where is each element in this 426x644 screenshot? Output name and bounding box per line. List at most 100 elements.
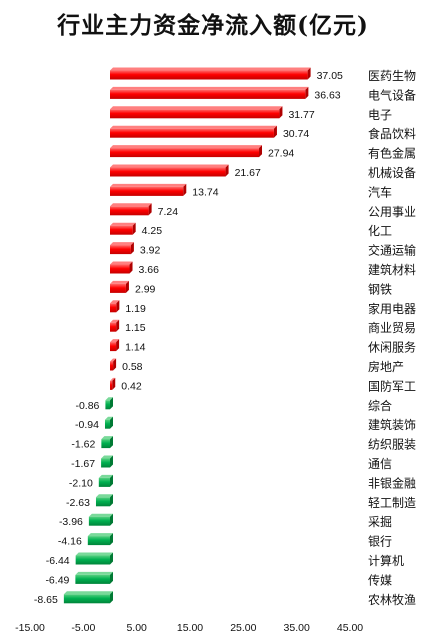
bar-end-face: [110, 533, 113, 546]
x-tick-label: -5.00: [71, 622, 95, 634]
bar-24: [88, 513, 113, 526]
bar-end-face: [307, 67, 311, 80]
bar-28: [63, 591, 113, 604]
chart-title: 行业主力资金净流入额(亿元): [57, 12, 369, 39]
value-label: 1.15: [125, 322, 146, 334]
category-label: 银行: [368, 535, 392, 549]
bar-front-face: [110, 89, 306, 99]
category-label: 家用电器: [368, 301, 416, 316]
bar-3: [110, 106, 283, 119]
bar-15: [110, 339, 120, 352]
x-tick-label: 35.00: [284, 622, 310, 634]
bar-end-face: [225, 164, 229, 177]
bar-21: [101, 455, 113, 468]
category-label: 医药生物: [368, 69, 416, 83]
bar-top-face: [110, 242, 134, 246]
value-label: -6.49: [45, 574, 69, 586]
category-label: 国防军工: [368, 378, 416, 393]
bar-top-face: [110, 222, 136, 226]
bar-end-face: [116, 339, 120, 352]
bar-top-face: [110, 377, 116, 381]
bar-4: [110, 125, 277, 138]
bar-top-face: [104, 416, 113, 420]
bar-end-face: [110, 397, 113, 410]
bar-top-face: [110, 106, 283, 110]
value-label: -8.65: [34, 594, 58, 606]
bar-top-face: [110, 125, 277, 129]
category-label: 商业贸易: [368, 320, 416, 335]
category-label: 综合: [368, 398, 392, 413]
category-label: 交通运输: [368, 243, 416, 258]
value-label: 0.42: [121, 380, 142, 392]
bar-26: [75, 552, 113, 565]
value-label: 1.14: [125, 342, 146, 354]
bar-end-face: [110, 455, 113, 468]
bar-front-face: [63, 594, 110, 604]
bar-end-face: [110, 571, 113, 584]
bar-top-face: [110, 86, 309, 90]
value-label: 1.19: [125, 303, 146, 315]
bar-16: [110, 358, 117, 371]
bar-front-face: [110, 322, 117, 332]
bar-front-face: [110, 167, 226, 177]
x-tick-label: 45.00: [337, 622, 363, 634]
x-tick-label: 25.00: [230, 622, 256, 634]
bar-front-face: [110, 380, 113, 390]
bar-end-face: [110, 436, 113, 449]
bar-front-face: [110, 186, 184, 196]
value-label: 0.58: [122, 361, 143, 373]
category-label: 计算机: [368, 553, 404, 568]
bar-top-face: [110, 67, 311, 71]
value-label: 31.77: [288, 109, 314, 121]
bar-end-face: [125, 280, 129, 293]
bar-end-face: [110, 416, 113, 429]
bar-top-face: [101, 436, 113, 440]
bar-front-face: [110, 342, 117, 352]
bar-front-face: [110, 303, 117, 313]
bar-top-face: [75, 552, 113, 556]
bar-top-face: [110, 339, 120, 343]
value-label: -1.67: [71, 458, 95, 470]
bar-end-face: [110, 474, 113, 487]
bar-end-face: [132, 222, 136, 235]
bar-end-face: [279, 106, 283, 119]
bar-front-face: [95, 497, 110, 507]
bar-top-face: [88, 513, 113, 517]
bar-top-face: [87, 533, 113, 537]
value-label: -6.44: [46, 555, 70, 567]
bar-end-face: [112, 377, 116, 390]
bar-top-face: [63, 591, 113, 595]
bar-top-face: [110, 164, 229, 168]
bar-top-face: [75, 571, 113, 575]
category-label: 纺织服装: [368, 438, 416, 452]
bar-end-face: [113, 358, 117, 371]
value-label: 21.67: [235, 167, 261, 179]
bar-front-face: [87, 536, 110, 546]
category-label: 电子: [368, 108, 392, 122]
bar-top-face: [110, 319, 120, 323]
bar-end-face: [259, 145, 263, 158]
value-label: 37.05: [317, 70, 343, 82]
value-label: 4.25: [142, 225, 163, 237]
x-tick-label: 5.00: [126, 622, 147, 634]
bar-end-face: [116, 319, 120, 332]
x-tick-label: 15.00: [177, 622, 203, 634]
bar-top-face: [110, 280, 129, 284]
bar-19: [104, 416, 113, 429]
bar-18: [105, 397, 113, 410]
bar-top-face: [110, 300, 120, 304]
value-label: -3.96: [59, 516, 83, 528]
category-label: 采掘: [368, 514, 392, 529]
bar-top-face: [98, 474, 113, 478]
value-label: -2.63: [66, 497, 90, 509]
value-label: -4.16: [58, 536, 82, 548]
category-label: 传媒: [368, 572, 392, 587]
category-label: 汽车: [368, 184, 392, 199]
value-label: 3.66: [139, 264, 160, 276]
value-label: -2.10: [69, 477, 93, 489]
bar-end-face: [110, 552, 113, 565]
bar-front-face: [110, 70, 308, 80]
bar-front-face: [110, 148, 260, 158]
